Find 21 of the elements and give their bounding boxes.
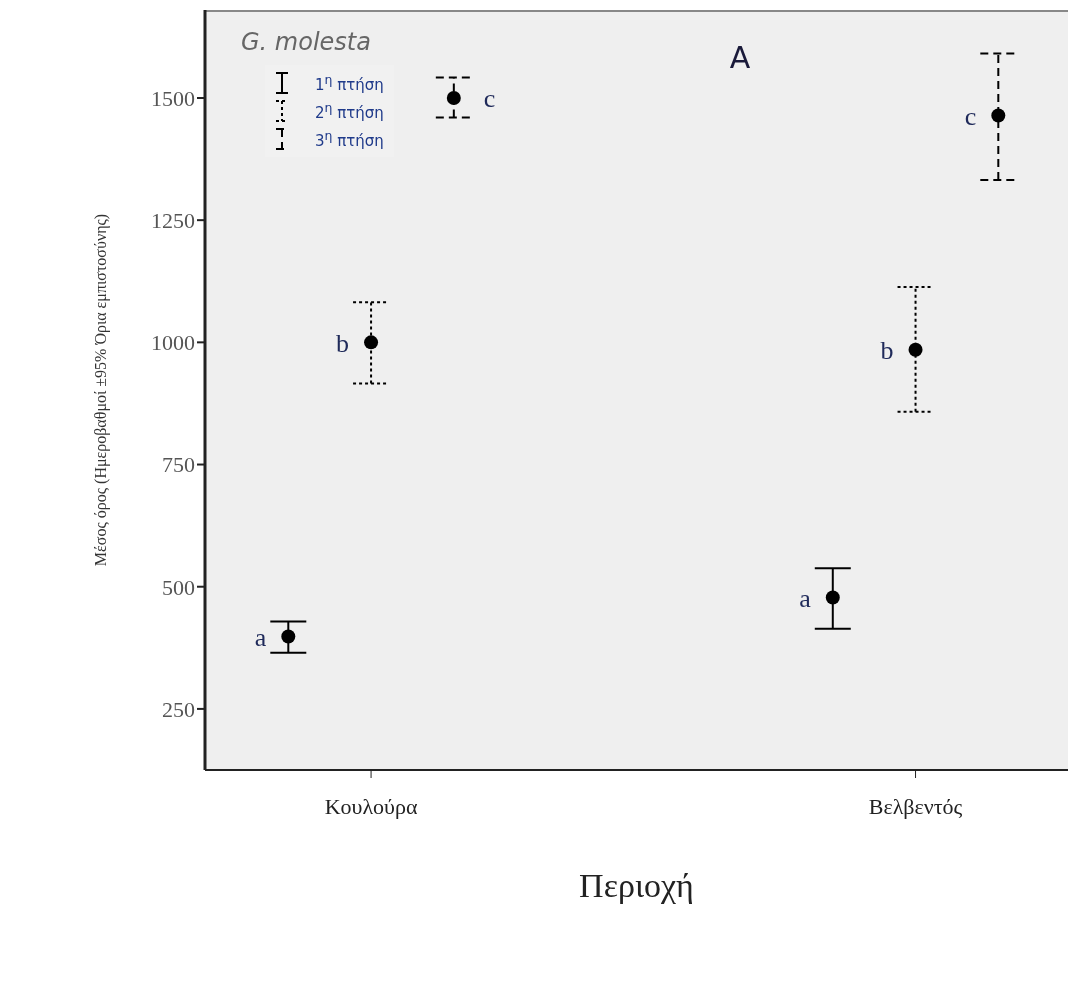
annotation: a xyxy=(799,583,812,613)
x-axis-title: Περιοχή xyxy=(579,867,694,904)
annotation: a xyxy=(254,622,267,652)
x-tick-label: Κουλούρα xyxy=(324,793,418,819)
y-tick-label: 250 xyxy=(162,696,195,722)
y-tick-label: 1000 xyxy=(151,330,195,356)
legend-label: 2$^{η}$ πτήση xyxy=(315,100,384,122)
y-tick-label: 500 xyxy=(162,574,195,600)
y-tick-label: 1250 xyxy=(151,207,195,233)
y-axis-title: Μέσος όρος (Ημεροβαθμοί ±95% Όρια εμπιστοσύνης) xyxy=(91,213,110,567)
annotation: c xyxy=(483,84,496,114)
annotation: b xyxy=(880,335,894,365)
legend-label: 1$^{η}$ πτήση xyxy=(315,72,384,94)
text: G. molesta xyxy=(241,28,371,56)
legend-label: 3$^{η}$ πτήση xyxy=(315,128,384,150)
annotation: c xyxy=(964,101,977,131)
x-tick-label: Βελβεντός xyxy=(868,793,963,819)
annotation: b xyxy=(336,328,350,358)
y-tick-label: 1500 xyxy=(151,85,195,111)
annotation: A xyxy=(729,40,751,75)
y-tick-label: 750 xyxy=(162,452,195,478)
